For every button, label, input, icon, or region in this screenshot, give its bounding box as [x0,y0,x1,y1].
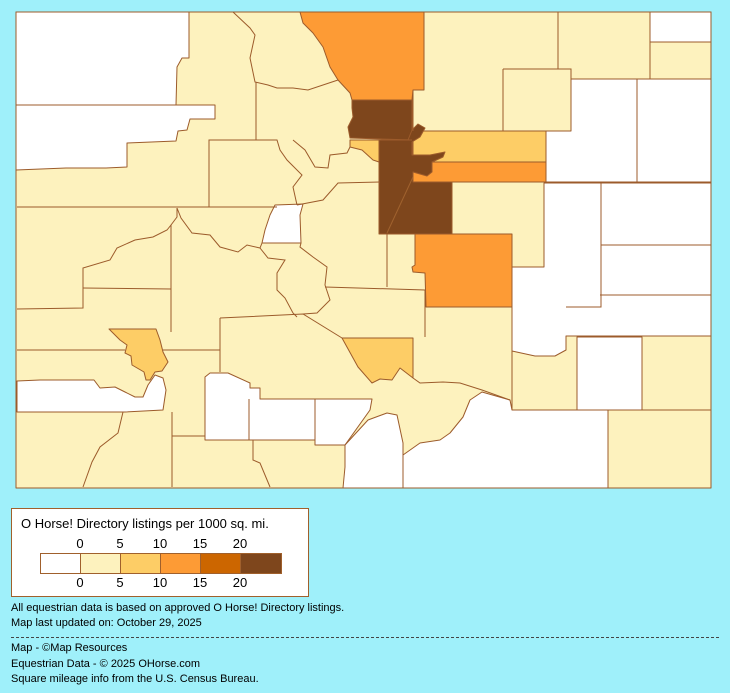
county-borders [16,11,711,488]
county-region[interactable] [15,11,190,106]
colorado-county-map [15,11,712,489]
map-credit: Map - ©Map Resources [11,642,128,654]
legend-tick-bottom: 15 [192,575,208,590]
legend-tick-bottom: 10 [152,575,168,590]
legend-swatch [161,554,201,573]
legend-tick-top: 10 [152,536,168,551]
last-updated-note: Map last updated on: October 29, 2025 [11,617,202,629]
county-region[interactable] [511,182,712,357]
legend-swatch [201,554,241,573]
legend-tick-top: 20 [232,536,248,551]
census-credit: Square mileage info from the U.S. Census… [11,673,259,685]
county-region[interactable] [261,203,304,244]
legend-tick-top: 0 [76,536,84,551]
county-region[interactable] [341,337,414,384]
county-region[interactable] [15,104,216,171]
data-basis-note: All equestrian data is based on approved… [11,602,345,614]
county-region[interactable] [649,11,712,43]
divider [11,637,719,638]
county-region[interactable] [412,161,547,183]
county-region[interactable] [108,328,169,381]
county-region[interactable] [347,99,413,141]
legend-swatch [41,554,81,573]
legend-tick-bottom: 0 [76,575,84,590]
legend-tick-bottom: 20 [232,575,248,590]
legend-tick-top: 5 [116,536,124,551]
legend-title: O Horse! Directory listings per 1000 sq.… [21,516,269,531]
legend-color-bar [40,553,282,574]
legend-swatch [241,554,281,573]
legend-tick-bottom: 5 [116,575,124,590]
data-credit: Equestrian Data - © 2025 OHorse.com [11,658,201,670]
legend: O Horse! Directory listings per 1000 sq.… [11,508,309,597]
legend-swatch [81,554,121,573]
county-region[interactable] [342,412,404,489]
legend-tick-top: 15 [192,536,208,551]
county-region[interactable] [299,11,425,101]
legend-swatch [121,554,161,573]
county-region[interactable] [16,374,167,413]
county-region[interactable] [411,233,513,308]
county-region[interactable] [576,336,643,411]
